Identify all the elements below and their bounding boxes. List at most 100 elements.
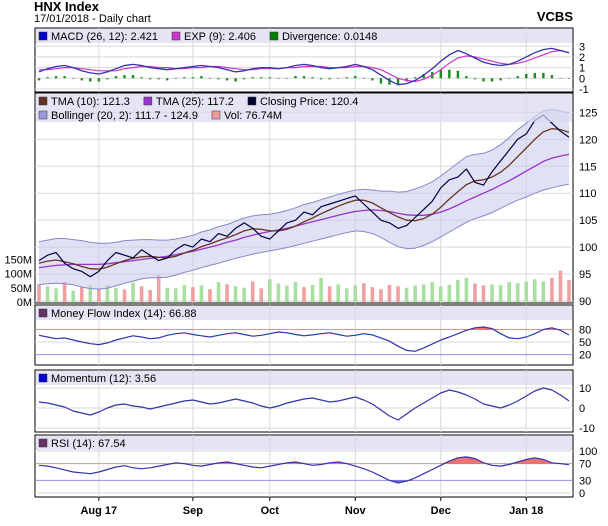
- volume-bar: [131, 282, 135, 302]
- divergence-bar: [302, 76, 306, 79]
- divergence-bar: [516, 76, 519, 79]
- volume-bar: [199, 285, 204, 302]
- volume-bar: [490, 284, 494, 302]
- volume-tick-label: 150M: [4, 254, 32, 266]
- volume-bar: [191, 287, 195, 302]
- divergence-bar: [54, 76, 58, 79]
- divergence-bar: [285, 78, 289, 79]
- rsi-panel-tick-label: 100: [579, 446, 597, 458]
- divergence-bar: [456, 70, 460, 79]
- volume-bar: [54, 288, 58, 302]
- momentum-line: [38, 387, 570, 421]
- legend-swatch: [38, 308, 48, 318]
- divergence-bar: [490, 78, 494, 82]
- divergence-bar: [268, 77, 272, 79]
- legend-label: MACD (26, 12): 2.421: [51, 31, 158, 43]
- legend-label: Momentum (12): 3.56: [51, 373, 156, 385]
- volume-bar: [139, 286, 144, 302]
- volume-bar: [456, 279, 460, 302]
- divergence-bar: [396, 78, 400, 85]
- volume-bar: [567, 280, 571, 302]
- divergence-bar: [242, 78, 246, 80]
- chart-subtitle: 17/01/2018 - Daily chart: [34, 13, 151, 25]
- macd-tick-label: 2: [579, 52, 585, 64]
- divergence-bar: [533, 72, 537, 79]
- legend-swatch: [211, 110, 221, 120]
- price-tick-label: 105: [579, 215, 597, 227]
- legend-band: [36, 371, 572, 385]
- divergence-bar: [499, 78, 502, 81]
- volume-bar: [344, 288, 349, 302]
- volume-bar: [233, 286, 238, 302]
- legend-band: [36, 29, 572, 43]
- volume-bar: [88, 285, 93, 302]
- divergence-bar: [379, 78, 383, 84]
- divergence-bar: [200, 76, 203, 79]
- legend-label: TMA (25): 117.2: [156, 96, 234, 108]
- volume-bar: [404, 287, 409, 302]
- volume-bar: [242, 287, 246, 302]
- legend-swatch: [143, 96, 153, 106]
- volume-bar: [515, 283, 520, 302]
- closing-price-line: [38, 114, 570, 278]
- volume-bar: [473, 283, 477, 302]
- price-tick-label: 100: [579, 242, 597, 254]
- volume-bar: [105, 284, 110, 302]
- divergence-bar: [183, 77, 186, 79]
- volume-bar: [558, 270, 563, 302]
- tma-25-line: [38, 153, 570, 269]
- divergence-bar: [97, 78, 101, 82]
- divergence-bar: [37, 78, 41, 81]
- divergence-bar: [507, 78, 511, 79]
- rsi-panel-tick-label: 0: [579, 488, 585, 500]
- divergence-bar: [106, 78, 109, 80]
- divergence-bar: [251, 77, 254, 79]
- legend-swatch: [38, 438, 48, 448]
- legend-swatch: [38, 110, 48, 120]
- divergence-bar: [225, 78, 229, 81]
- divergence-bar: [319, 78, 323, 80]
- divergence-bar: [371, 78, 374, 81]
- volume-tick-label: 100M: [4, 269, 32, 281]
- volume-tick-label: 50M: [11, 283, 32, 295]
- volume-bar: [362, 283, 366, 302]
- divergence-bar: [473, 78, 477, 80]
- volume-bar: [268, 279, 272, 302]
- macd-tick-label: 1: [579, 63, 585, 75]
- divergence-bar: [89, 78, 92, 82]
- volume-bar: [45, 286, 50, 302]
- macd-tick-label: -1: [579, 84, 589, 96]
- divergence-bar: [328, 78, 331, 80]
- volume-bar: [438, 286, 443, 302]
- volume-bar: [71, 290, 75, 302]
- tma-10-line: [38, 127, 570, 270]
- divergence-bar: [63, 76, 66, 79]
- legend-swatch: [171, 31, 181, 41]
- volume-bar: [114, 287, 118, 302]
- macd-signal-line: [39, 49, 570, 83]
- volume-bar: [293, 282, 298, 302]
- macd-tick-label: 3: [579, 41, 585, 53]
- divergence-bar: [388, 78, 391, 85]
- divergence-bar: [413, 77, 417, 79]
- legend-swatch: [247, 96, 257, 106]
- x-tick-label: Sep: [183, 505, 203, 517]
- volume-bar: [37, 284, 41, 302]
- volume-bar: [285, 285, 289, 302]
- bollinger-upper-line: [38, 108, 570, 244]
- volume-bar: [216, 282, 221, 302]
- legend-label: Vol: 76.74M: [224, 110, 282, 122]
- divergence-bar: [123, 75, 126, 79]
- legend-swatch: [269, 31, 279, 41]
- x-tick-label: Aug 17: [80, 505, 117, 517]
- volume-bar: [387, 284, 392, 302]
- divergence-bar: [234, 78, 237, 82]
- legend-label: Divergence: 0.0148: [282, 31, 377, 43]
- price-tick-label: 115: [579, 161, 597, 173]
- volume-bar: [79, 287, 84, 302]
- volume-bar: [379, 289, 383, 302]
- x-tick-label: Oct: [261, 505, 280, 517]
- volume-bar: [302, 287, 306, 302]
- divergence-bar: [157, 78, 160, 80]
- rsi-line: [38, 456, 570, 484]
